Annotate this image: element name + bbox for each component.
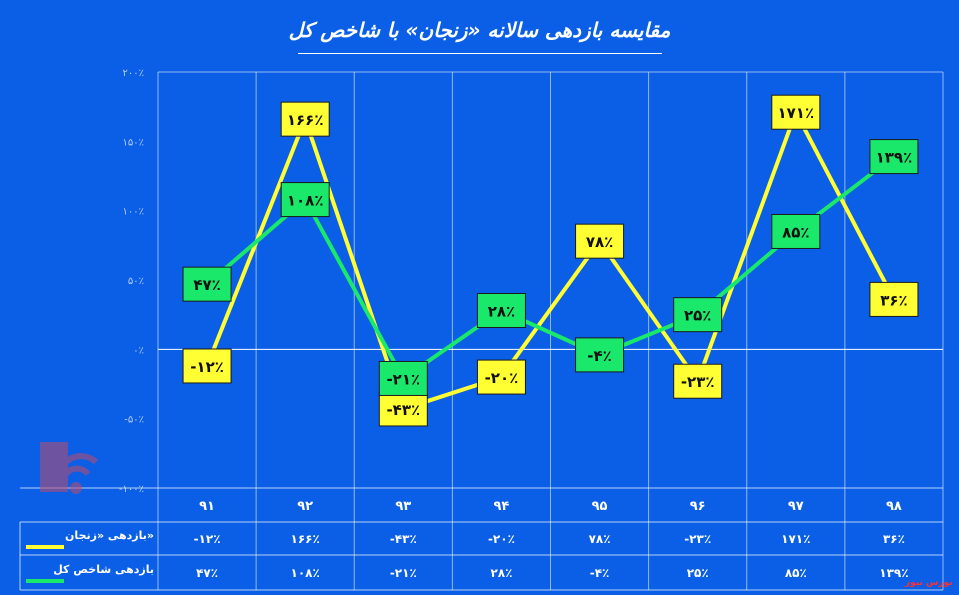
series-index-data-label: ۸۵٪ [782,223,809,241]
series-zanjan-point [869,281,919,317]
y-tick-label: ۱۵۰٪ [123,137,144,148]
series-zanjan-table-cell: -۲۳٪ [684,532,711,546]
series-index-point [476,293,526,329]
category-label: ۹۷ [788,499,804,514]
y-tick-label: ۲۰۰٪ [123,68,144,79]
series-zanjan-point [575,223,625,259]
category-label: ۹۸ [886,499,902,514]
chart-title: مقایسه بازدهی سالانه «زنجان» با شاخص کل [288,18,671,42]
series-index-table-cell: ۴۷٪ [196,566,218,580]
series-index-data-label: ۲۵٪ [684,307,711,325]
logo-watermark [40,442,99,494]
series-zanjan-point [771,94,821,130]
series-index-data-label: -۴٪ [587,347,612,365]
series-zanjan-data-label: ۱۶۶٪ [287,111,324,129]
category-label: ۹۶ [690,499,706,514]
series-index-table-cell: -۴٪ [590,566,610,580]
category-label: ۹۵ [592,499,608,514]
series-index-table-cell: ۲۸٪ [490,566,512,580]
series-index-point [869,139,919,175]
series-index-point [182,266,232,302]
series-index-point [771,213,821,249]
series-zanjan-table-cell: -۴۳٪ [390,532,417,546]
series-zanjan-data-label: -۱۲٪ [190,358,224,376]
series-zanjan-data-label: ۳۶٪ [880,291,907,309]
series-index-data-label: ۱۰۸٪ [287,192,324,210]
series-zanjan-legend-label: بازدهی «زنجان» [65,529,154,542]
y-tick-label: -۱۰۰٪ [119,484,144,495]
series-index-point [280,182,330,218]
series-zanjan-table-cell: ۷۸٪ [589,532,611,546]
series-zanjan-table-cell: -۱۲٪ [194,532,221,546]
series-zanjan-point [378,391,428,427]
series-index-point [378,360,428,396]
series-index-table-cell: ۱۳۹٪ [879,566,908,580]
series-zanjan-point [476,359,526,395]
y-tick-label: ۱۰۰٪ [123,207,144,218]
category-label: ۹۱ [199,499,215,514]
series-zanjan-data-label: -۲۳٪ [681,373,715,391]
series-index-table-cell: ۱۰۸٪ [291,566,320,580]
category-label: ۹۴ [494,499,510,514]
category-label: ۹۲ [297,499,313,514]
series-index-point [575,337,625,373]
category-label: ۹۳ [395,499,411,514]
series-zanjan-table-cell: -۲۰٪ [488,532,515,546]
series-index-table-cell: ۲۵٪ [687,566,709,580]
series-index-data-label: ۲۸٪ [488,303,515,321]
series-zanjan-line [205,110,896,411]
series-index-table-cell: -۲۱٪ [390,566,417,580]
series-index-data-label: ۴۷٪ [193,276,220,294]
series-index-point [673,297,723,333]
series-zanjan-data-label: ۱۷۱٪ [778,104,815,122]
y-tick-label: -۵۰٪ [124,415,144,426]
series-index-table-cell: ۸۵٪ [785,566,807,580]
y-tick-label: ۵۰٪ [128,276,144,287]
series-zanjan-table-cell: ۱۶۶٪ [291,532,320,546]
source-watermark: بورس نیوز [905,578,953,588]
series-zanjan-data-label: ۷۸٪ [586,233,613,251]
y-tick-label: ۰٪ [133,345,144,356]
series-zanjan-point [280,101,330,137]
series-zanjan-table-cell: ۱۷۱٪ [781,532,810,546]
series-index-data-label: ۱۳۹٪ [876,149,913,167]
title-underline [298,53,662,54]
series-zanjan-data-label: -۲۰٪ [485,369,519,387]
series-zanjan-data-label: -۴۳٪ [386,401,420,419]
series-index-legend-label: بازدهی شاخص کل [53,563,154,576]
series-zanjan-point [182,348,232,384]
series-zanjan-point [673,363,723,399]
series-index-data-label: -۲۱٪ [386,370,420,388]
series-zanjan-table-cell: ۳۶٪ [883,532,905,546]
